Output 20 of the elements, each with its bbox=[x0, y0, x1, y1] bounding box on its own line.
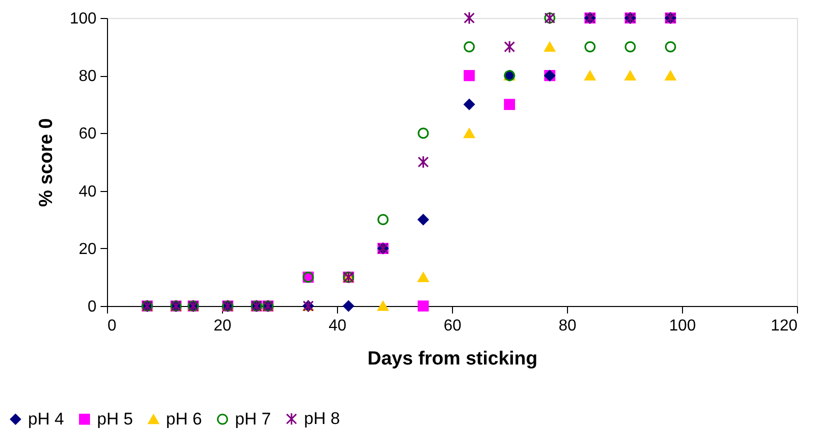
x-axis-title: Days from sticking bbox=[368, 348, 538, 370]
legend-label: pH 6 bbox=[166, 409, 202, 428]
x-tick-label: 80 bbox=[558, 318, 576, 334]
x-tick-label: 120 bbox=[770, 318, 798, 334]
legend-label: pH 5 bbox=[97, 409, 133, 428]
x-tick-label: 100 bbox=[669, 318, 696, 334]
y-axis-title: % score 0 bbox=[36, 118, 57, 207]
y-tick-label: 60 bbox=[78, 126, 97, 143]
y-tick-label: 80 bbox=[78, 68, 97, 86]
x-tick-label: 40 bbox=[328, 318, 346, 334]
x-tick-label: 20 bbox=[214, 318, 232, 334]
x-tick-label: 0 bbox=[108, 318, 116, 334]
y-tick-label: 0 bbox=[88, 298, 97, 316]
y-tick-label: 20 bbox=[78, 240, 97, 258]
legend-label: pH 8 bbox=[304, 408, 340, 428]
y-tick-label: 40 bbox=[78, 183, 97, 200]
legend-label: pH 4 bbox=[28, 409, 64, 428]
legend-label: pH 7 bbox=[235, 409, 271, 428]
y-tick-label: 100 bbox=[70, 10, 97, 28]
x-tick-label: 60 bbox=[444, 318, 462, 334]
